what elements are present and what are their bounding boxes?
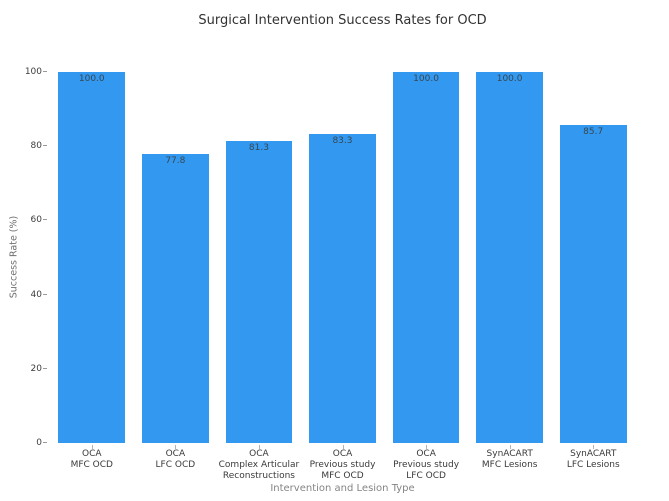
bar: 81.3 [225, 141, 293, 443]
y-tick-mark [43, 293, 47, 295]
x-category-label-line: LFC OCD [406, 471, 446, 481]
x-tick-mark [509, 445, 511, 449]
x-axis-labels: OCA MFC OCD OCA LFC OCD OCA Complex Articular… [50, 449, 635, 482]
x-category-label-line: Previous study [309, 460, 376, 470]
x-tick-mark [593, 445, 595, 449]
x-category-label-line: Reconstructions [222, 471, 295, 481]
bar: 77.8 [141, 154, 209, 443]
x-tick-mark [342, 445, 344, 449]
x-category-label: SynACART LFC Lesions [551, 449, 635, 482]
bar: 100.0 [476, 72, 544, 443]
x-category-label-line: MFC Lesions [481, 460, 538, 470]
bar-value-label: 100.0 [78, 74, 105, 84]
y-tick-mark [43, 145, 47, 147]
x-category-label-line: MFC OCD [70, 460, 113, 470]
x-tick-mark [91, 445, 93, 449]
y-tick-mark [43, 367, 47, 369]
x-category-label-line: OCA [249, 449, 269, 459]
y-tick-label: 80 [30, 141, 42, 152]
x-category-label-line: Complex Articular [218, 460, 300, 470]
x-category-label: OCA Previous study MFC OCD [301, 449, 385, 482]
x-category-label-line: LFC OCD [155, 460, 196, 470]
x-category-label: OCA Complex Articular Reconstructions [217, 449, 301, 482]
bar: 100.0 [392, 72, 460, 443]
y-axis: 0 20 40 60 80 100 [0, 67, 50, 448]
x-category-label-line: OCA [165, 449, 186, 459]
x-category-label: SynACART MFC Lesions [468, 449, 552, 482]
y-tick-label: 100 [24, 67, 42, 77]
x-tick-mark [258, 445, 260, 449]
x-category-label-line: Previous study [393, 460, 460, 470]
x-category-label-line: OCA [416, 449, 436, 459]
x-tick-mark [175, 445, 177, 449]
x-category-label-line: SynACART [486, 449, 533, 459]
x-category-label-line: OCA [82, 449, 102, 459]
y-tick-label: 40 [30, 289, 42, 300]
bar-value-label: 100.0 [496, 74, 523, 84]
bar-value-label: 100.0 [413, 74, 439, 84]
y-tick-mark [43, 442, 47, 443]
y-tick-mark [43, 219, 47, 221]
bar-value-label: 85.7 [583, 127, 604, 138]
x-category-label-line: LFC Lesions [566, 460, 620, 470]
plot-area: 100.0 77.8 81.3 83.3 100.0 100.0 85.7 [43, 71, 635, 449]
x-category-label: OCA LFC OCD [134, 449, 218, 482]
x-category-label-line: SynACART [570, 449, 617, 459]
bar-value-label: 83.3 [332, 135, 353, 146]
bar: 100.0 [58, 72, 126, 443]
bar: 83.3 [309, 133, 376, 443]
bar-value-label: 77.8 [165, 156, 186, 167]
chart-title: Surgical Intervention Success Rates for … [198, 13, 487, 28]
x-axis-title: Intervention and Lesion Type [270, 483, 415, 494]
y-tick-label: 60 [30, 215, 42, 226]
bar: 85.7 [559, 125, 627, 443]
bar-value-label: 81.3 [248, 143, 269, 154]
y-tick-label: 20 [30, 363, 42, 374]
x-category-label: OCA Previous study LFC OCD [384, 449, 468, 482]
y-tick-mark [43, 71, 47, 72]
x-category-label-line: MFC OCD [321, 471, 364, 481]
x-category-label: OCA MFC OCD [50, 449, 134, 482]
x-category-label-line: OCA [332, 449, 353, 459]
y-tick-label: 0 [36, 438, 42, 448]
x-tick-mark [426, 445, 428, 449]
